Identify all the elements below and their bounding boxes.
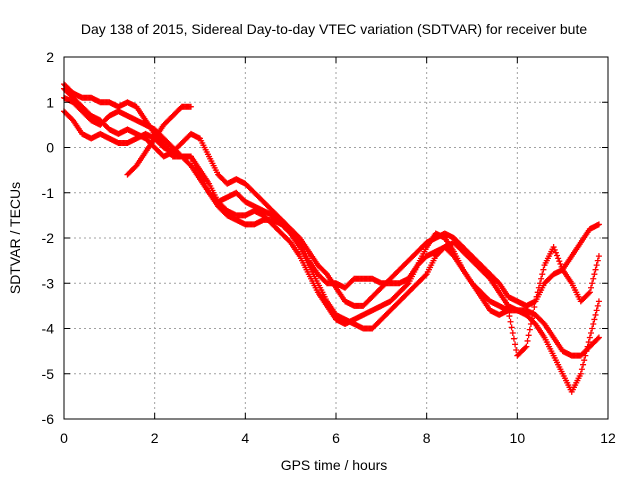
data-point-fill	[506, 313, 513, 320]
x-tick-label: 0	[60, 430, 68, 446]
series-track-5	[124, 103, 194, 178]
data-point-fill	[554, 252, 560, 259]
data-point-fill	[534, 289, 541, 296]
data-point	[550, 244, 557, 251]
data-point-fill	[594, 302, 601, 309]
data-point-fill	[526, 326, 533, 333]
data-point	[577, 370, 584, 377]
data-point-fill	[539, 271, 546, 278]
data-point-fill	[525, 332, 532, 339]
y-axis-label: SDTVAR / TECUs	[7, 182, 23, 294]
y-tick-label: -4	[42, 321, 55, 337]
data-point-fill	[592, 266, 599, 273]
data-point-fill	[582, 352, 589, 359]
y-tick-label: 2	[46, 49, 54, 65]
data-point-fill	[533, 293, 540, 300]
data-point-fill	[509, 330, 516, 337]
data-point	[595, 298, 602, 305]
data-point-fill	[583, 348, 590, 355]
data-point-fill	[522, 344, 529, 351]
data-point-fill	[578, 366, 585, 373]
data-point-fill	[538, 275, 545, 282]
data-point-fill	[508, 324, 515, 331]
data-point	[595, 221, 602, 228]
data-point-fill	[540, 266, 547, 273]
y-tick-label: 1	[46, 94, 54, 110]
data-point-fill	[581, 357, 588, 364]
y-tick-label: -5	[42, 366, 55, 382]
data-point-fill	[588, 330, 594, 337]
data-point-fill	[584, 343, 591, 350]
ticks	[63, 56, 609, 420]
data-point-fill	[529, 315, 536, 322]
data-point	[505, 307, 512, 314]
data-point	[595, 334, 602, 341]
data-point-fill	[535, 284, 542, 291]
data-point-fill	[593, 262, 600, 269]
x-axis-label: GPS time / hours	[281, 457, 388, 473]
y-tick-label: -2	[42, 230, 55, 246]
x-tick-label: 10	[510, 430, 526, 446]
data-point-fill	[524, 337, 531, 344]
data-point-fill	[589, 325, 596, 332]
y-tick-label: 0	[46, 140, 54, 156]
data-point-fill	[591, 316, 598, 323]
data-point-fill	[592, 311, 599, 318]
data-point	[586, 334, 593, 341]
series-layer	[61, 81, 602, 395]
data-point-fill	[594, 257, 601, 264]
data-point-fill	[593, 307, 600, 314]
data-point-fill	[552, 249, 559, 256]
data-point	[523, 343, 530, 350]
data-point-fill	[551, 246, 558, 253]
x-tick-label: 6	[332, 430, 340, 446]
chart-title: Day 138 of 2015, Sidereal Day-to-day VTE…	[81, 21, 588, 37]
data-point-fill	[530, 309, 537, 316]
data-point-fill	[590, 320, 597, 327]
data-point-fill	[513, 346, 520, 353]
data-point-fill	[590, 275, 597, 282]
data-point-fill	[422, 272, 429, 279]
x-tick-label: 12	[600, 430, 616, 446]
y-tick-label: -3	[42, 275, 55, 291]
data-point-fill	[531, 304, 538, 311]
x-tick-label: 8	[423, 430, 431, 446]
data-point-fill	[585, 339, 592, 346]
series-track-2	[61, 85, 602, 309]
data-point	[532, 298, 539, 305]
data-point-fill	[537, 280, 543, 287]
data-point-fill	[510, 335, 517, 342]
data-point-fill	[585, 290, 592, 297]
data-point-fill	[594, 335, 601, 342]
data-point-fill	[580, 361, 587, 368]
data-point	[595, 253, 602, 260]
data-point-fill	[588, 284, 594, 291]
data-point-fill	[591, 271, 598, 278]
data-point-fill	[507, 318, 514, 325]
data-point-fill	[557, 261, 564, 268]
y-tick-label: -6	[42, 411, 55, 427]
data-point	[586, 289, 593, 296]
x-tick-label: 2	[151, 430, 159, 446]
series-track-4	[61, 108, 602, 359]
x-tick-label: 4	[241, 430, 249, 446]
data-point-fill	[555, 255, 562, 262]
data-point-fill	[512, 341, 519, 348]
data-point-fill	[556, 258, 563, 265]
data-point-fill	[404, 281, 411, 288]
y-tick-label: -1	[42, 185, 55, 201]
data-point	[187, 103, 194, 110]
data-point-fill	[527, 320, 534, 327]
data-point-fill	[589, 280, 596, 287]
